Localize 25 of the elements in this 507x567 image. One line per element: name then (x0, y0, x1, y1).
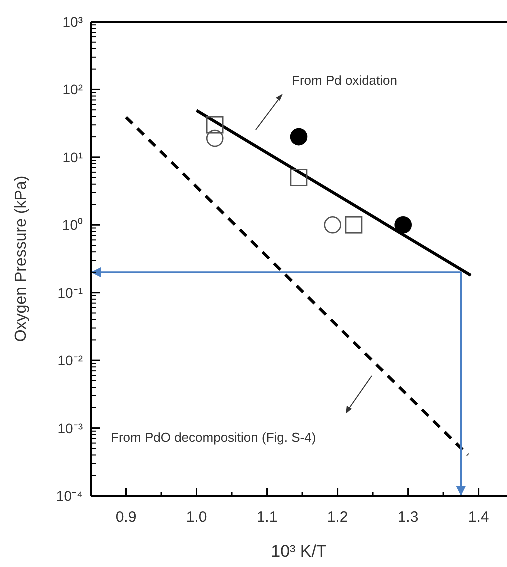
y-tick-label: 10⁻² (58, 352, 84, 369)
point (290, 169, 308, 186)
y-tick-label: 10³ (62, 14, 84, 30)
annotation: From PdO decomposition (Fig. S-4) (111, 430, 316, 445)
y-tick-label: 10¹ (62, 149, 84, 166)
point (345, 216, 363, 234)
point (290, 128, 308, 146)
x-tick-label: 1.0 (186, 509, 208, 526)
point (324, 216, 342, 234)
y-tick-label: 10² (62, 82, 84, 98)
y-tick-label: 10⁻³ (58, 420, 84, 436)
annotation: From Pd oxidation (292, 73, 398, 88)
y-axis-title: Oxygen Pressure (kPa) (13, 176, 30, 342)
point (206, 130, 224, 148)
x-tick-label: 1.4 (468, 509, 490, 526)
point (394, 216, 412, 234)
x-axis-title: 10³ K/T (271, 542, 327, 561)
x-tick-label: 1.3 (398, 509, 419, 526)
x-tick-label: 0.9 (116, 509, 137, 526)
point (206, 116, 224, 134)
x-tick-label: 1.2 (327, 509, 348, 526)
y-tick-label: 10⁰ (62, 217, 83, 234)
y-tick-label: 10⁻¹ (58, 284, 84, 301)
y-tick-label: 10⁻⁴ (56, 488, 83, 504)
x-tick-label: 1.1 (256, 509, 278, 526)
